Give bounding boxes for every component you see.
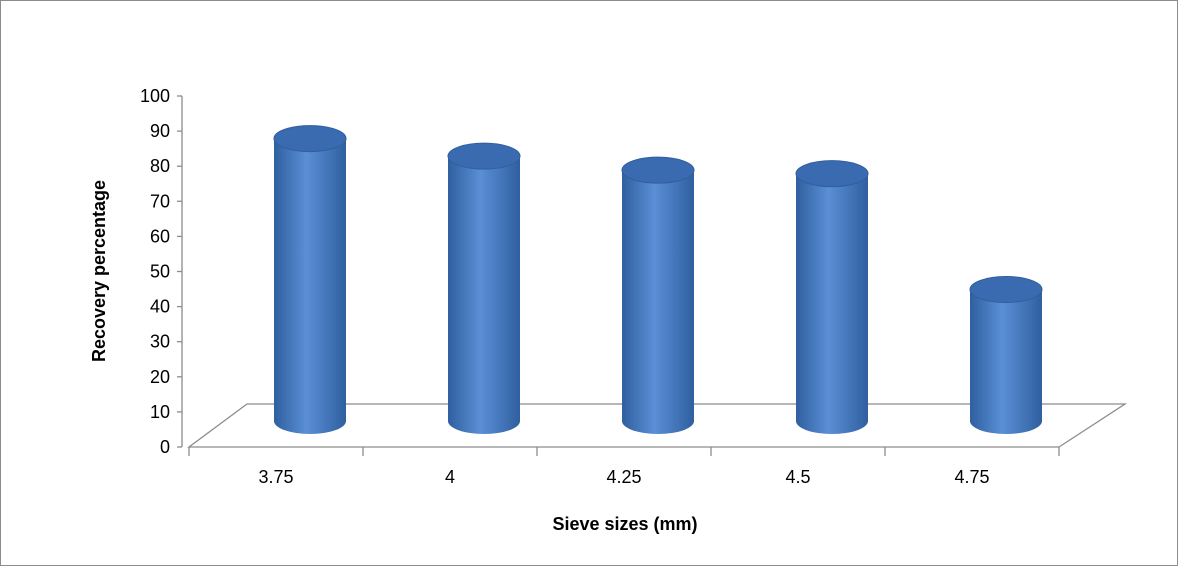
x-axis-title: Sieve sizes (mm) — [552, 514, 697, 534]
bar-body — [448, 156, 520, 434]
bar — [969, 276, 1043, 434]
y-tick-label: 0 — [160, 437, 170, 457]
y-tick-label: 100 — [140, 86, 170, 106]
bar — [273, 125, 347, 434]
x-tick-label: 4 — [445, 467, 455, 487]
bar-body — [796, 173, 868, 435]
x-tick-label: 3.75 — [258, 467, 293, 487]
y-tick-label: 30 — [150, 332, 170, 352]
x-tick-label: 4.5 — [785, 467, 810, 487]
y-tick-label: 50 — [150, 262, 170, 282]
category-axis: 3.75 4 4.25 4.5 4.75 — [188, 447, 1060, 487]
y-tick-label: 60 — [150, 226, 170, 246]
bar-body — [970, 289, 1042, 434]
y-axis-title: Recovery percentage — [89, 180, 109, 362]
bar — [795, 160, 869, 435]
bar-top — [273, 125, 347, 153]
x-tick-label: 4.75 — [954, 467, 989, 487]
y-tick-label: 80 — [150, 156, 170, 176]
y-tick-label: 40 — [150, 297, 170, 317]
y-tick-label: 90 — [150, 121, 170, 141]
bar — [621, 156, 695, 434]
bar-top — [969, 276, 1043, 303]
y-tick-label: 10 — [150, 402, 170, 422]
y-tick-label: 70 — [150, 191, 170, 211]
value-axis: 0 10 20 30 40 50 60 70 80 90 100 — [140, 86, 183, 457]
bar-series — [273, 125, 1043, 435]
bar-top — [795, 160, 869, 188]
bar-top — [447, 142, 521, 170]
bar — [447, 142, 521, 434]
bar-body — [274, 138, 346, 434]
bar-body — [622, 170, 694, 434]
bar-top — [621, 156, 695, 184]
y-tick-label: 20 — [150, 367, 170, 387]
x-tick-label: 4.25 — [606, 467, 641, 487]
